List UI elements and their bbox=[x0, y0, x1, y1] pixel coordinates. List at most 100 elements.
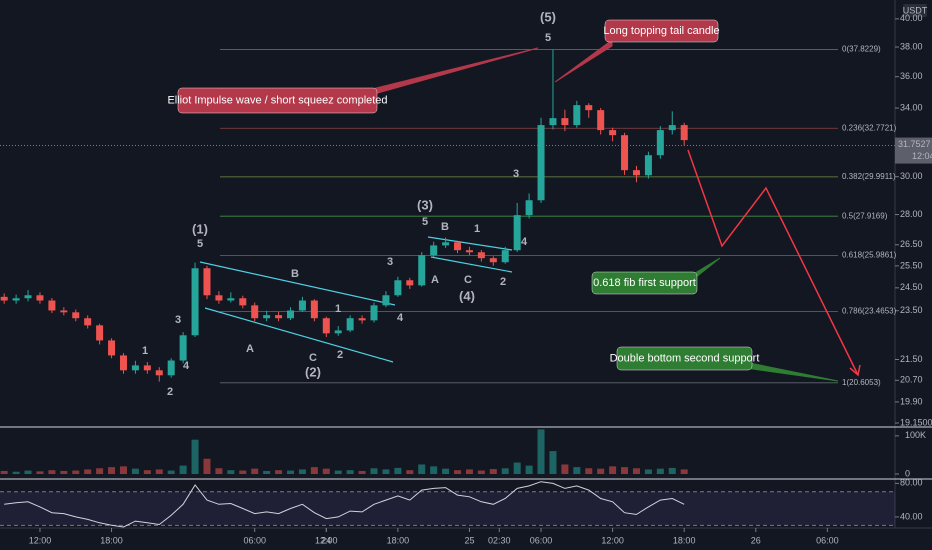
currency: USDT bbox=[903, 5, 928, 15]
wave-label: B bbox=[291, 268, 299, 280]
callout-text: Long topping tail candle bbox=[603, 25, 719, 37]
y-tick-label: 19.90 bbox=[900, 396, 923, 406]
volume-bar bbox=[489, 469, 497, 474]
candle-body bbox=[406, 280, 414, 286]
x-tick-label: 24 bbox=[321, 535, 331, 545]
volume-bar bbox=[644, 469, 652, 474]
volume-bar bbox=[537, 429, 545, 474]
candle-body bbox=[370, 305, 378, 321]
candle-body bbox=[573, 105, 581, 126]
candle-body bbox=[346, 318, 354, 331]
volume-bar bbox=[513, 462, 521, 474]
candle-body bbox=[48, 300, 56, 311]
candle-body bbox=[430, 245, 438, 256]
rsi-tick-label: 80.00 bbox=[900, 478, 923, 488]
candle-body bbox=[382, 295, 390, 306]
x-tick-label: 12:00 bbox=[601, 535, 624, 545]
volume-bar bbox=[334, 470, 342, 474]
volume-bar bbox=[251, 468, 259, 474]
candle-body bbox=[621, 135, 629, 171]
volume-bar bbox=[430, 466, 438, 474]
wave-label: 1 bbox=[474, 223, 480, 235]
candle-body bbox=[549, 118, 557, 126]
volume-bar bbox=[36, 471, 44, 474]
callout-text: Elliot Impulse wave / short squeez compl… bbox=[167, 94, 387, 106]
volume-bar bbox=[24, 470, 32, 474]
volume-bar bbox=[179, 465, 187, 474]
rsi-band-fill bbox=[0, 491, 895, 526]
volume-bar bbox=[60, 470, 68, 474]
candle-body bbox=[644, 155, 652, 176]
fib-label: 0.382(29.9911) bbox=[842, 172, 896, 181]
wave-label: 4 bbox=[183, 360, 190, 372]
candle-body bbox=[84, 318, 92, 326]
candle-body bbox=[668, 125, 676, 131]
countdown: 12:04 bbox=[912, 151, 932, 161]
volume-bar bbox=[119, 466, 127, 474]
wave-label: A bbox=[246, 343, 254, 355]
candle-body bbox=[215, 295, 223, 301]
y-tick-label: 20.70 bbox=[900, 375, 923, 385]
volume-bar bbox=[239, 470, 247, 474]
candle-body bbox=[275, 315, 283, 319]
wave-label: 1 bbox=[335, 303, 341, 315]
volume-bar bbox=[561, 464, 569, 474]
volume-bar bbox=[286, 470, 294, 474]
x-tick-label: 18:00 bbox=[387, 535, 410, 545]
wave-label: (5) bbox=[540, 9, 556, 24]
candle-body bbox=[537, 125, 545, 201]
candle-body bbox=[12, 298, 20, 301]
projection-path bbox=[687, 149, 859, 376]
volume-bar bbox=[310, 467, 318, 474]
last-price-box bbox=[895, 137, 932, 164]
candle-body bbox=[36, 295, 44, 301]
volume-bar bbox=[680, 469, 688, 474]
candle-body bbox=[465, 250, 473, 253]
currency-box bbox=[903, 4, 927, 17]
fib-label: 0.786(23.4653) bbox=[842, 307, 897, 316]
callout-pointer bbox=[554, 39, 613, 83]
volume-bar bbox=[656, 468, 664, 474]
candle-body bbox=[191, 268, 199, 336]
channel-line bbox=[430, 256, 513, 273]
volume-bar bbox=[167, 470, 175, 474]
wave-label: 4 bbox=[397, 312, 404, 324]
volume-bar bbox=[585, 468, 593, 474]
candle-body bbox=[597, 110, 605, 131]
candle-body bbox=[167, 360, 175, 376]
y-tick-label: 26.50 bbox=[900, 239, 923, 249]
volume-bar bbox=[12, 471, 20, 474]
volume-bar bbox=[382, 469, 390, 474]
volume-bar bbox=[263, 470, 271, 474]
volume-bar bbox=[668, 467, 676, 474]
candle-body bbox=[585, 105, 593, 111]
x-tick-label: 26 bbox=[751, 535, 761, 545]
volume-bar bbox=[346, 470, 354, 474]
x-tick-label: 06:00 bbox=[243, 535, 266, 545]
y-tick-label: 23.50 bbox=[900, 305, 923, 315]
candle-body bbox=[489, 258, 497, 263]
candle-body bbox=[334, 330, 342, 334]
candle-body bbox=[501, 250, 509, 263]
candle-body bbox=[119, 355, 127, 371]
candle-body bbox=[454, 242, 462, 251]
volume-bar bbox=[501, 468, 509, 474]
wave-label: 2 bbox=[500, 276, 506, 288]
y-tick-label: 30.00 bbox=[900, 171, 923, 181]
wave-label: 3 bbox=[175, 314, 181, 326]
volume-bar bbox=[0, 470, 8, 474]
wave-label: 2 bbox=[337, 349, 343, 361]
candle-body bbox=[632, 170, 640, 176]
volume-tick-label: 100K bbox=[905, 430, 926, 440]
wave-label: 4 bbox=[521, 236, 528, 248]
channel-line bbox=[427, 236, 513, 251]
fib-label: 1(20.6053) bbox=[842, 378, 881, 387]
candle-body bbox=[286, 310, 294, 319]
volume-bar bbox=[406, 470, 414, 474]
wave-label: C bbox=[309, 352, 317, 364]
volume-bar bbox=[72, 470, 80, 474]
volume-bar bbox=[215, 468, 223, 474]
volume-tick-label: 0 bbox=[905, 468, 910, 478]
candle-body bbox=[513, 215, 521, 251]
